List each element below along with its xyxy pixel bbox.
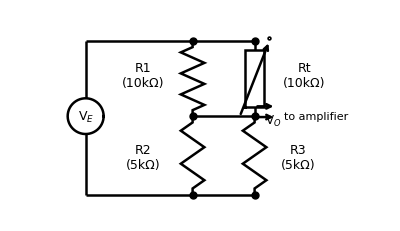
Text: Rt
(10kΩ): Rt (10kΩ) xyxy=(283,62,326,90)
Text: R1
(10kΩ): R1 (10kΩ) xyxy=(122,62,164,90)
Text: V$_E$: V$_E$ xyxy=(78,109,94,124)
Text: V$_O$: V$_O$ xyxy=(266,114,282,129)
Text: R2
(5kΩ): R2 (5kΩ) xyxy=(126,144,160,171)
Text: to amplifier: to amplifier xyxy=(284,112,348,122)
Text: R3
(5kΩ): R3 (5kΩ) xyxy=(281,144,315,171)
